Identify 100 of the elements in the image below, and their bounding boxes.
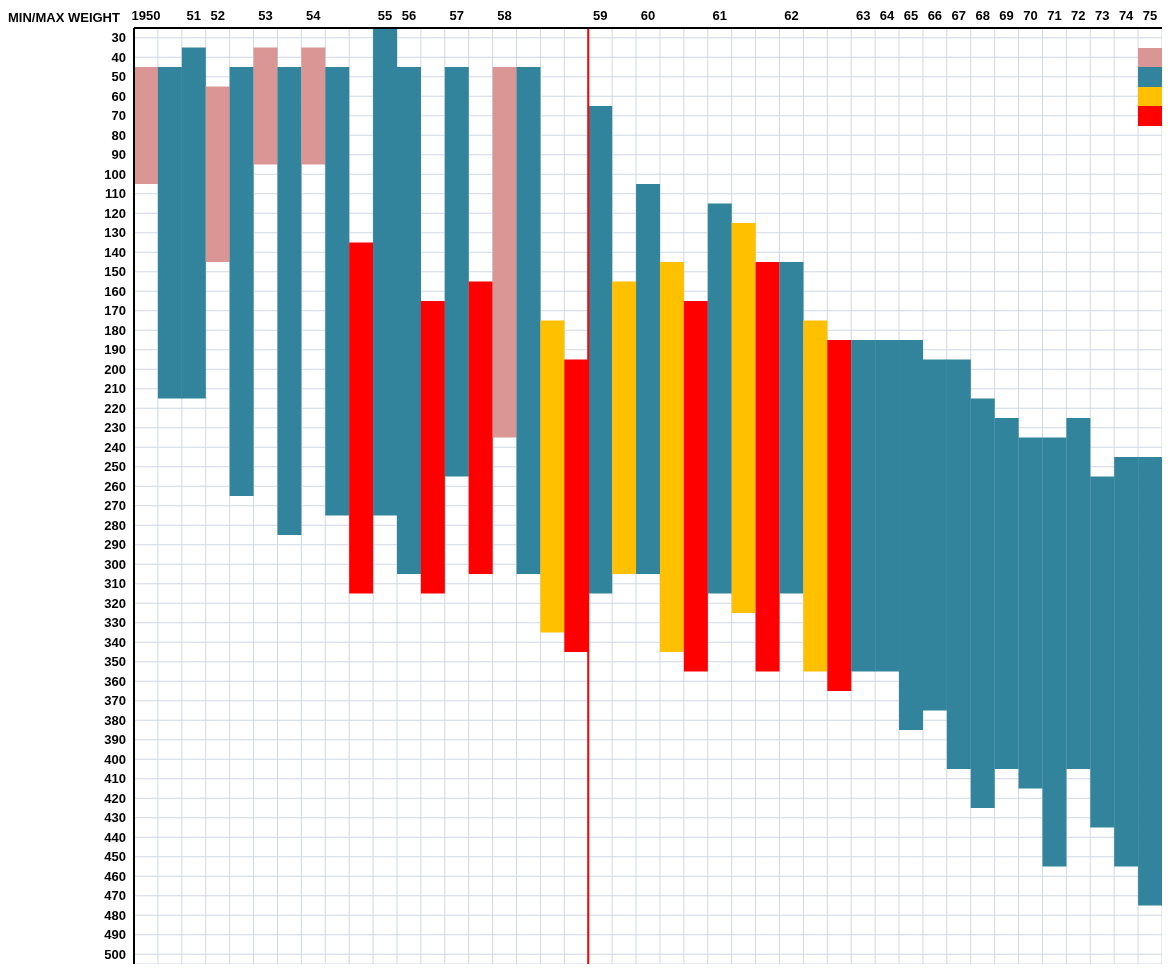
x-tick-label: 65 bbox=[903, 8, 919, 23]
x-tick-label: 72 bbox=[1071, 8, 1086, 23]
bar bbox=[636, 184, 661, 574]
x-tick-label: 70 bbox=[1023, 8, 1038, 23]
y-tick-label: 280 bbox=[104, 517, 126, 533]
y-tick-label: 170 bbox=[104, 303, 126, 319]
y-tick-label: 490 bbox=[104, 927, 126, 943]
bar bbox=[277, 67, 302, 535]
bar bbox=[253, 47, 278, 165]
y-axis-title: MIN/MAX WEIGHT bbox=[8, 9, 121, 27]
y-tick-label: 370 bbox=[104, 693, 126, 709]
y-tick-label: 350 bbox=[104, 654, 126, 670]
y-tick-label: 100 bbox=[104, 166, 126, 182]
y-tick-label: 130 bbox=[104, 225, 126, 241]
y-tick-label: 400 bbox=[104, 751, 126, 767]
bar bbox=[683, 301, 708, 672]
y-tick-label: 240 bbox=[104, 439, 126, 455]
y-tick-label: 440 bbox=[104, 829, 126, 845]
bar bbox=[779, 262, 804, 594]
y-tick-label: 90 bbox=[111, 147, 126, 163]
x-tick-label: 55 bbox=[377, 8, 393, 23]
y-tick-label: 260 bbox=[104, 478, 126, 494]
x-tick-label: 51 bbox=[186, 8, 201, 23]
y-tick-label: 330 bbox=[104, 615, 126, 631]
y-tick-label: 70 bbox=[111, 108, 126, 124]
bar bbox=[612, 281, 637, 574]
y-tick-label: 390 bbox=[104, 732, 126, 748]
bar bbox=[755, 262, 780, 672]
bar bbox=[803, 320, 828, 672]
x-tick-label: 71 bbox=[1047, 8, 1062, 23]
y-tick-label: 420 bbox=[104, 790, 126, 806]
y-tick-label: 140 bbox=[104, 244, 126, 260]
bar bbox=[468, 281, 493, 574]
y-tick-label: 410 bbox=[104, 771, 126, 787]
x-tick-label: 58 bbox=[497, 8, 512, 23]
bar bbox=[492, 67, 517, 438]
x-tick-label: 57 bbox=[449, 8, 464, 23]
x-tick-label: 61 bbox=[712, 8, 727, 23]
x-tick-label: 56 bbox=[401, 8, 417, 23]
y-tick-label: 290 bbox=[104, 537, 126, 553]
x-tick-label: 75 bbox=[1142, 8, 1158, 23]
x-tick-label: 60 bbox=[640, 8, 656, 23]
bar bbox=[707, 203, 732, 594]
y-tick-label: 220 bbox=[104, 400, 126, 416]
y-tick-label: 80 bbox=[111, 127, 126, 143]
x-tick-label: 54 bbox=[306, 8, 322, 23]
x-tick-label: 62 bbox=[784, 8, 799, 23]
y-tick-label: 360 bbox=[104, 673, 126, 689]
bar bbox=[827, 340, 852, 691]
y-tick-label: 190 bbox=[104, 342, 126, 358]
bar bbox=[325, 67, 350, 516]
x-tick-label: 74 bbox=[1118, 8, 1135, 23]
bar bbox=[349, 242, 374, 594]
y-tick-label: 230 bbox=[104, 420, 126, 436]
y-tick-label: 40 bbox=[111, 49, 126, 65]
y-tick-label: 500 bbox=[104, 946, 126, 962]
x-tick-label: 64 bbox=[879, 8, 896, 23]
bar bbox=[516, 67, 541, 574]
y-tick-label: 60 bbox=[111, 88, 126, 104]
y-tick-label: 110 bbox=[105, 186, 126, 202]
x-tick-label: 1950 bbox=[131, 8, 161, 23]
x-tick-label: 66 bbox=[927, 8, 943, 23]
x-tick-label: 67 bbox=[951, 8, 967, 23]
bar bbox=[540, 320, 565, 633]
y-tick-label: 250 bbox=[104, 459, 126, 475]
y-tick-label: 450 bbox=[104, 849, 126, 865]
x-tick-label: 63 bbox=[855, 8, 871, 23]
y-tick-label: 150 bbox=[104, 264, 126, 280]
x-tick-label: 73 bbox=[1095, 8, 1110, 23]
y-tick-label: 340 bbox=[104, 634, 126, 650]
bar bbox=[659, 262, 684, 652]
x-tick-label: 59 bbox=[592, 8, 608, 23]
y-tick-label: 270 bbox=[104, 498, 126, 514]
y-tick-label: 470 bbox=[104, 888, 126, 904]
bar bbox=[588, 106, 613, 594]
x-tick-label: 69 bbox=[999, 8, 1014, 23]
y-tick-label: 180 bbox=[104, 322, 126, 338]
y-tick-label: 50 bbox=[111, 69, 126, 85]
y-tick-label: 210 bbox=[104, 381, 126, 397]
y-tick-label: 200 bbox=[104, 361, 126, 377]
bar bbox=[444, 67, 469, 477]
y-tick-label: 30 bbox=[111, 30, 126, 46]
x-tick-label: 53 bbox=[258, 8, 273, 23]
bar bbox=[205, 86, 230, 262]
bar bbox=[301, 47, 326, 165]
y-tick-label: 120 bbox=[104, 205, 126, 221]
bar bbox=[420, 301, 445, 594]
x-tick-label: 68 bbox=[975, 8, 990, 23]
y-tick-label: 460 bbox=[104, 868, 126, 884]
y-tick-label: 320 bbox=[104, 595, 126, 611]
y-tick-label: 160 bbox=[104, 283, 126, 299]
y-tick-label: 430 bbox=[104, 810, 126, 826]
x-tick-label: 52 bbox=[210, 8, 225, 23]
bar bbox=[229, 67, 254, 496]
bar bbox=[731, 223, 756, 613]
bar bbox=[134, 67, 158, 184]
y-tick-label: 300 bbox=[104, 556, 126, 572]
y-tick-label: 380 bbox=[104, 712, 126, 728]
y-tick-label: 310 bbox=[104, 576, 126, 592]
y-tick-label: 480 bbox=[104, 907, 126, 923]
